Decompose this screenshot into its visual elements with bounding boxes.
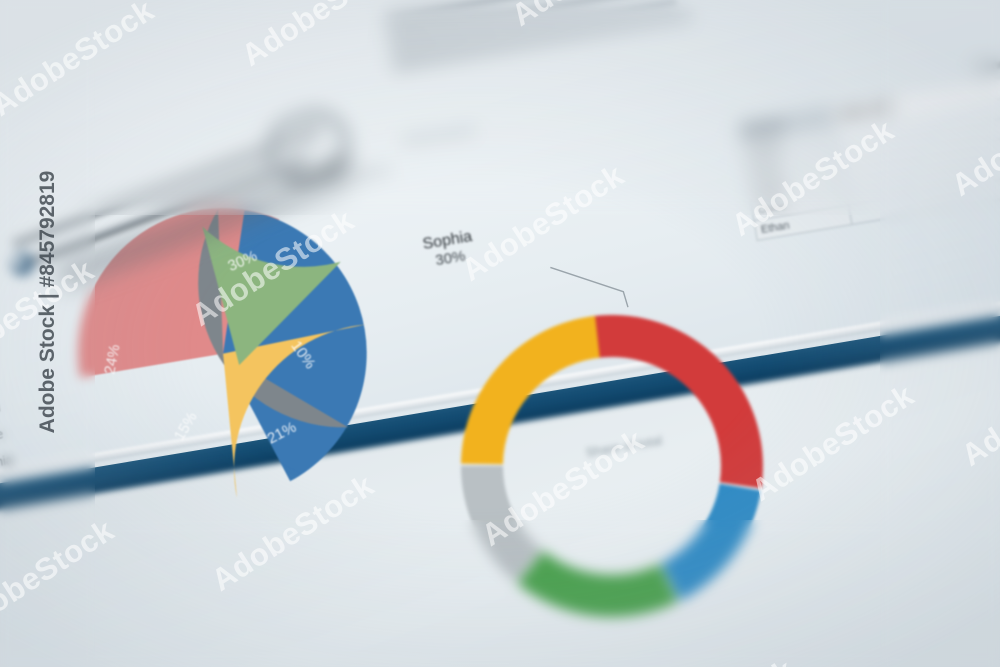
pie-slice-label-grace: 24% bbox=[101, 343, 123, 376]
report-subheading: Performance bbox=[402, 121, 478, 148]
pie-slice-grace bbox=[223, 324, 366, 498]
donut-chart: Sophia 30% Share of total bbox=[405, 228, 820, 667]
legend-label: Grace bbox=[0, 427, 5, 447]
pie-slice-chloe bbox=[202, 226, 341, 366]
donut-chart-graphic bbox=[460, 314, 763, 617]
donut-callout-leader-line bbox=[548, 250, 637, 308]
legend-label: Sophia bbox=[0, 452, 14, 474]
donut-segment-grace bbox=[460, 314, 763, 617]
report-paragraph bbox=[384, 0, 720, 78]
pie-chart-graphic: 30% 10% 21% 15% 24% bbox=[33, 164, 413, 544]
donut-callout: Sophia 30% bbox=[421, 228, 476, 271]
results-table: Fundraiser Results by Student Student Un… bbox=[733, 32, 1000, 242]
donut-segment-daniel bbox=[460, 314, 763, 617]
legend-label: Daniel bbox=[0, 400, 1, 420]
